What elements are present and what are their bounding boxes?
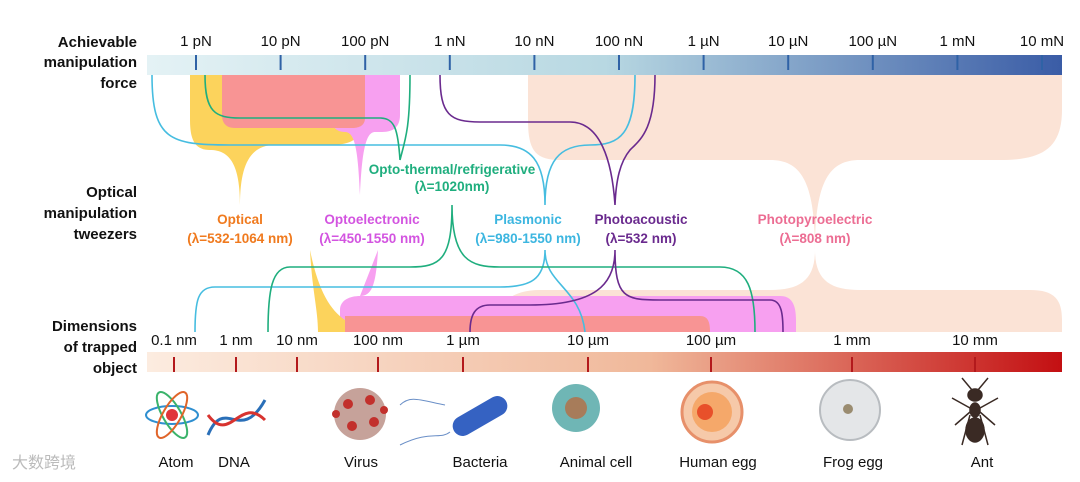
object-label: Ant	[971, 454, 994, 471]
optical-bottom	[310, 250, 345, 332]
force-bar	[147, 55, 1062, 75]
photopyroelectric-region	[528, 75, 1062, 250]
row-label: manipulation	[44, 205, 137, 222]
size-tick-label: 10 mm	[952, 332, 998, 349]
row-label: force	[100, 75, 137, 92]
force-tick-label: 1 µN	[688, 33, 720, 50]
size-tick-label: 1 µm	[446, 332, 480, 349]
size-tick-label: 100 nm	[353, 332, 403, 349]
tweezer-name: Photoacoustic	[594, 212, 688, 227]
size-tick-label: 0.1 nm	[151, 332, 197, 349]
row-label: Dimensions	[52, 318, 137, 335]
tweezer-wavelength: (λ=980-1550 nm)	[475, 231, 580, 246]
row-label: manipulation	[44, 54, 137, 71]
row-label: Optical	[86, 184, 137, 201]
object-label: Bacteria	[452, 454, 508, 471]
tweezer-wavelength: (λ=450-1550 nm)	[319, 231, 424, 246]
row-label: of trapped	[64, 339, 137, 356]
tweezer-name: Optoelectronic	[324, 212, 420, 227]
object-label: Animal cell	[560, 454, 633, 471]
tweezer-name: Opto-thermal/refrigerative	[369, 162, 536, 177]
tweezer-name: Optical	[217, 212, 263, 227]
force-tick-label: 100 µN	[848, 33, 897, 50]
force-tick-label: 1 nN	[434, 33, 466, 50]
virus-icon	[332, 388, 388, 440]
size-tick-label: 100 µm	[686, 332, 736, 349]
object-label: DNA	[218, 454, 250, 471]
row-label: object	[93, 360, 137, 377]
force-tick-label: 10 µN	[768, 33, 808, 50]
force-tick-label: 10 pN	[261, 33, 301, 50]
object-label: Atom	[158, 454, 193, 471]
atom-icon	[145, 391, 199, 439]
ant-icon	[951, 377, 999, 446]
red-bottom	[345, 316, 710, 332]
object-label: Human egg	[679, 454, 757, 471]
force-tick-label: 10 mN	[1020, 33, 1064, 50]
human-egg-icon	[680, 380, 744, 444]
size-tick-label: 1 nm	[219, 332, 252, 349]
tweezer-name: Plasmonic	[494, 212, 562, 227]
size-tick-label: 1 mm	[833, 332, 871, 349]
tweezer-wavelength: (λ=532-1064 nm)	[187, 231, 292, 246]
force-red-region	[222, 75, 365, 128]
watermark: 大数跨境	[12, 453, 76, 472]
force-tick-label: 100 nN	[595, 33, 643, 50]
tweezer-wavelength: (λ=532 nm)	[606, 231, 677, 246]
row-label: Achievable	[58, 34, 137, 51]
tweezer-wavelength: (λ=808 nm)	[780, 231, 851, 246]
tweezer-wavelength: (λ=1020nm)	[415, 179, 490, 194]
photoacoustic-line	[439, 74, 784, 333]
dna-icon	[206, 399, 267, 436]
force-tick-label: 100 pN	[341, 33, 389, 50]
object-label: Virus	[344, 454, 378, 471]
optothermal-line	[204, 74, 756, 333]
frog-egg-icon	[819, 379, 881, 441]
force-tick-label: 1 pN	[180, 33, 212, 50]
size-tick-label: 10 µm	[567, 332, 609, 349]
size-tick-label: 10 nm	[276, 332, 318, 349]
object-label: Frog egg	[823, 454, 883, 471]
bacteria-icon	[399, 396, 508, 446]
optoelectronic-bottom	[340, 250, 796, 332]
animal-cell-icon	[552, 384, 600, 432]
force-tick-label: 10 nN	[514, 33, 554, 50]
size-bar	[147, 352, 1062, 372]
row-label: tweezers	[74, 226, 137, 243]
force-tick-label: 1 mN	[939, 33, 975, 50]
tweezer-name: Photopyroelectric	[758, 212, 873, 227]
plasmonic-line	[151, 74, 636, 333]
